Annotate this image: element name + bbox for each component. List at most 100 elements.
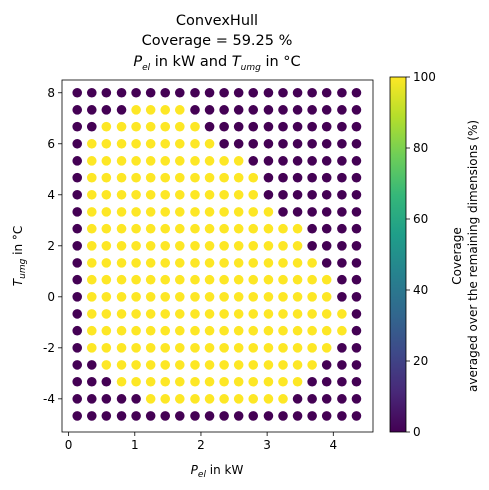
point [190,411,200,421]
point [174,138,185,149]
point [337,360,347,370]
point [307,240,317,251]
x-tick-label: 1 [131,438,139,452]
point [219,325,229,336]
point [86,274,97,285]
point [351,207,362,217]
point [86,360,97,370]
label-part: el [198,470,207,480]
point [160,207,171,217]
point [321,258,332,268]
point [351,325,362,336]
point [307,411,317,421]
point [337,394,347,404]
point [278,309,288,319]
point [292,87,303,98]
x-tick-label: 2 [197,438,205,452]
point [351,87,362,98]
point [204,105,215,115]
point [204,325,215,336]
point [321,87,332,98]
point [160,343,171,353]
point [72,240,83,251]
point [86,138,97,149]
point [351,121,362,132]
point [101,172,112,183]
point [72,121,83,132]
point [292,172,303,183]
point [86,105,97,115]
point [263,121,274,132]
point [248,376,259,387]
point [204,223,215,234]
point [101,105,112,115]
point [204,258,215,268]
point [145,411,156,421]
point [278,207,288,217]
point [263,376,274,387]
point [190,309,200,319]
point [248,240,259,251]
point [307,376,317,387]
point [321,240,332,251]
point [204,189,215,200]
point [233,121,244,132]
point [263,240,274,251]
point [131,343,141,353]
point [72,360,83,370]
point [116,411,127,421]
point [204,360,215,370]
point [263,360,274,370]
point [351,258,362,268]
point [263,172,274,183]
point [145,172,156,183]
point [321,360,332,370]
point [190,292,200,302]
point [145,156,156,166]
point [337,411,347,421]
point [248,207,259,217]
point [292,207,303,217]
point [72,376,83,387]
point [248,274,259,285]
point [204,172,215,183]
point [160,292,171,302]
colorbar-tick-label: 40 [413,283,428,297]
point [101,207,112,217]
point [101,121,112,132]
point [248,325,259,336]
point [321,189,332,200]
point [204,343,215,353]
colorbar [389,76,407,433]
point [101,240,112,251]
y-tick-label: -2 [43,341,55,355]
point [233,172,244,183]
point [292,274,303,285]
point [101,292,112,302]
point [321,138,332,149]
point [131,411,141,421]
title-part: in °C [261,54,301,70]
point [351,394,362,404]
point [307,394,317,404]
point [116,394,127,404]
point [72,223,83,234]
point [307,309,317,319]
point [292,121,303,132]
point [160,274,171,285]
point [321,274,332,285]
point [263,87,274,98]
point [116,105,127,115]
point [160,223,171,234]
label-part: in °C [11,226,25,259]
point [307,258,317,268]
point [263,343,274,353]
point [131,325,141,336]
point [292,258,303,268]
point [160,189,171,200]
point [351,274,362,285]
point [116,360,127,370]
point [351,240,362,251]
point [190,274,200,285]
title-part: in kW and [150,54,232,70]
